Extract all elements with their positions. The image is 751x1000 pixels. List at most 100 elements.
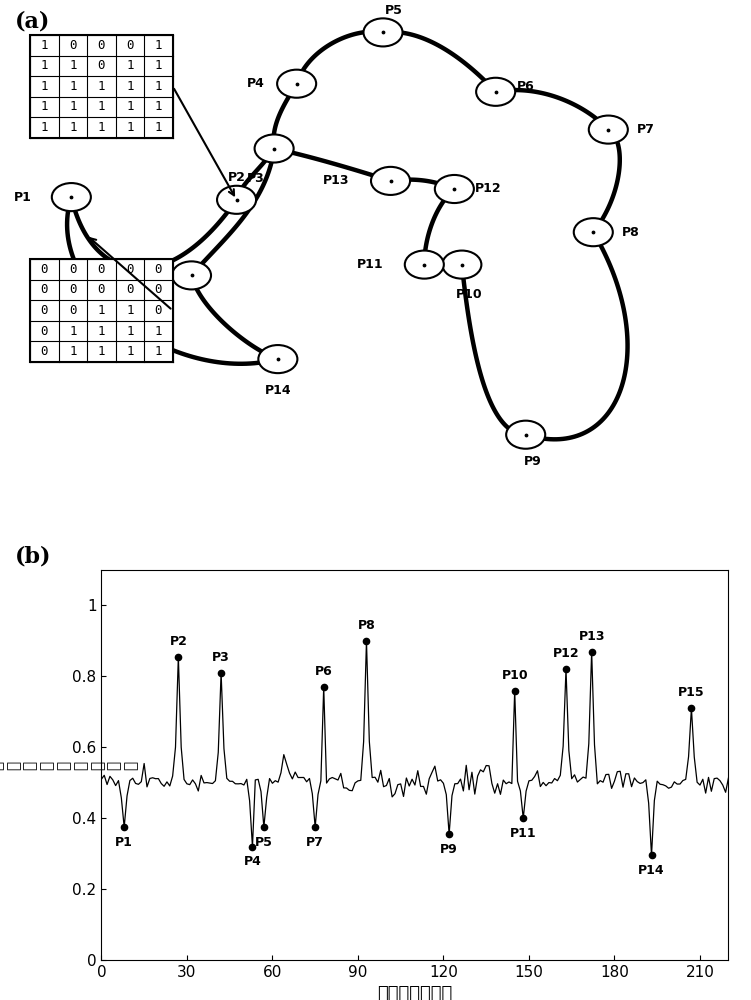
Text: P11: P11 [357, 258, 384, 271]
Circle shape [405, 251, 444, 279]
Text: P3: P3 [246, 172, 264, 185]
Text: 1: 1 [126, 121, 134, 134]
Text: 0: 0 [41, 263, 48, 276]
Text: 1: 1 [155, 100, 162, 113]
Text: 0: 0 [155, 283, 162, 296]
Text: 0: 0 [155, 304, 162, 317]
Bar [30, 259, 173, 362]
Text: 1: 1 [41, 121, 48, 134]
Text: P13: P13 [323, 174, 350, 187]
Text: P7: P7 [637, 123, 655, 136]
Text: (b): (b) [15, 545, 52, 567]
Text: P6: P6 [315, 665, 333, 678]
Text: P4: P4 [246, 77, 264, 90]
Text: 0: 0 [155, 263, 162, 276]
Circle shape [371, 167, 410, 195]
Circle shape [277, 70, 316, 98]
Circle shape [506, 421, 545, 449]
Text: P5: P5 [385, 4, 403, 17]
Text: P6: P6 [517, 80, 535, 93]
Text: P5: P5 [255, 836, 273, 849]
Text: 0: 0 [41, 304, 48, 317]
Bar [30, 35, 173, 138]
Text: P8: P8 [622, 226, 640, 239]
Text: 1: 1 [155, 121, 162, 134]
Text: P1: P1 [115, 836, 133, 849]
Text: P15: P15 [122, 269, 149, 282]
Text: 0: 0 [126, 283, 134, 296]
Text: 1: 1 [126, 345, 134, 358]
Text: 1: 1 [98, 80, 105, 93]
Text: 1: 1 [41, 100, 48, 113]
Text: 1: 1 [126, 304, 134, 317]
Text: P13: P13 [578, 630, 605, 643]
Text: 1: 1 [98, 304, 105, 317]
Text: 1: 1 [41, 39, 48, 52]
Text: 0: 0 [69, 283, 77, 296]
Text: 1: 1 [98, 325, 105, 338]
Text: P10: P10 [456, 288, 483, 301]
Text: 1: 1 [69, 345, 77, 358]
Text: P1: P1 [14, 191, 32, 204]
Text: P14: P14 [638, 864, 665, 877]
Text: 1: 1 [41, 80, 48, 93]
Text: 1: 1 [126, 325, 134, 338]
Y-axis label: 模
板
背
景
与
前
景
比
值: 模 板 背 景 与 前 景 比 值 [0, 760, 139, 770]
Circle shape [363, 18, 403, 46]
Text: 0: 0 [98, 39, 105, 52]
Circle shape [172, 261, 211, 289]
Text: 1: 1 [69, 100, 77, 113]
Text: P14: P14 [264, 384, 291, 397]
Text: P9: P9 [524, 455, 542, 468]
Text: 1: 1 [98, 100, 105, 113]
Text: 1: 1 [126, 100, 134, 113]
Circle shape [435, 175, 474, 203]
Text: 0: 0 [69, 304, 77, 317]
Circle shape [589, 116, 628, 144]
Text: 0: 0 [69, 263, 77, 276]
Text: (a): (a) [15, 11, 50, 33]
Text: 1: 1 [98, 345, 105, 358]
Text: 0: 0 [41, 325, 48, 338]
Text: P2: P2 [228, 171, 246, 184]
Text: P11: P11 [510, 827, 536, 840]
Circle shape [442, 251, 481, 279]
Text: 0: 0 [98, 59, 105, 72]
Text: 1: 1 [98, 121, 105, 134]
Text: 1: 1 [69, 325, 77, 338]
Text: 1: 1 [155, 59, 162, 72]
Circle shape [217, 186, 256, 214]
Circle shape [476, 78, 515, 106]
Text: P4: P4 [243, 855, 261, 868]
Text: 1: 1 [69, 80, 77, 93]
Text: P3: P3 [213, 651, 230, 664]
Text: 1: 1 [126, 80, 134, 93]
X-axis label: 粒粒轮廓点编号: 粒粒轮廓点编号 [377, 985, 453, 1000]
Text: P9: P9 [440, 843, 458, 856]
Text: P2: P2 [170, 635, 187, 648]
Text: 1: 1 [155, 39, 162, 52]
Text: 0: 0 [126, 263, 134, 276]
Text: 0: 0 [98, 283, 105, 296]
Text: 0: 0 [69, 39, 77, 52]
Text: 1: 1 [69, 121, 77, 134]
Circle shape [52, 183, 91, 211]
Text: 1: 1 [41, 59, 48, 72]
Text: 0: 0 [98, 263, 105, 276]
Text: P8: P8 [357, 619, 376, 632]
Text: 1: 1 [69, 59, 77, 72]
Text: 1: 1 [155, 345, 162, 358]
Circle shape [574, 218, 613, 246]
Text: 1: 1 [155, 80, 162, 93]
Circle shape [258, 345, 297, 373]
Text: 0: 0 [41, 283, 48, 296]
Text: P10: P10 [502, 669, 528, 682]
Text: 1: 1 [126, 59, 134, 72]
Text: 0: 0 [126, 39, 134, 52]
Text: 1: 1 [155, 325, 162, 338]
Text: P12: P12 [475, 182, 502, 196]
Text: P7: P7 [306, 836, 324, 849]
Text: 0: 0 [41, 345, 48, 358]
Text: P12: P12 [553, 647, 579, 660]
Text: P15: P15 [678, 686, 704, 699]
